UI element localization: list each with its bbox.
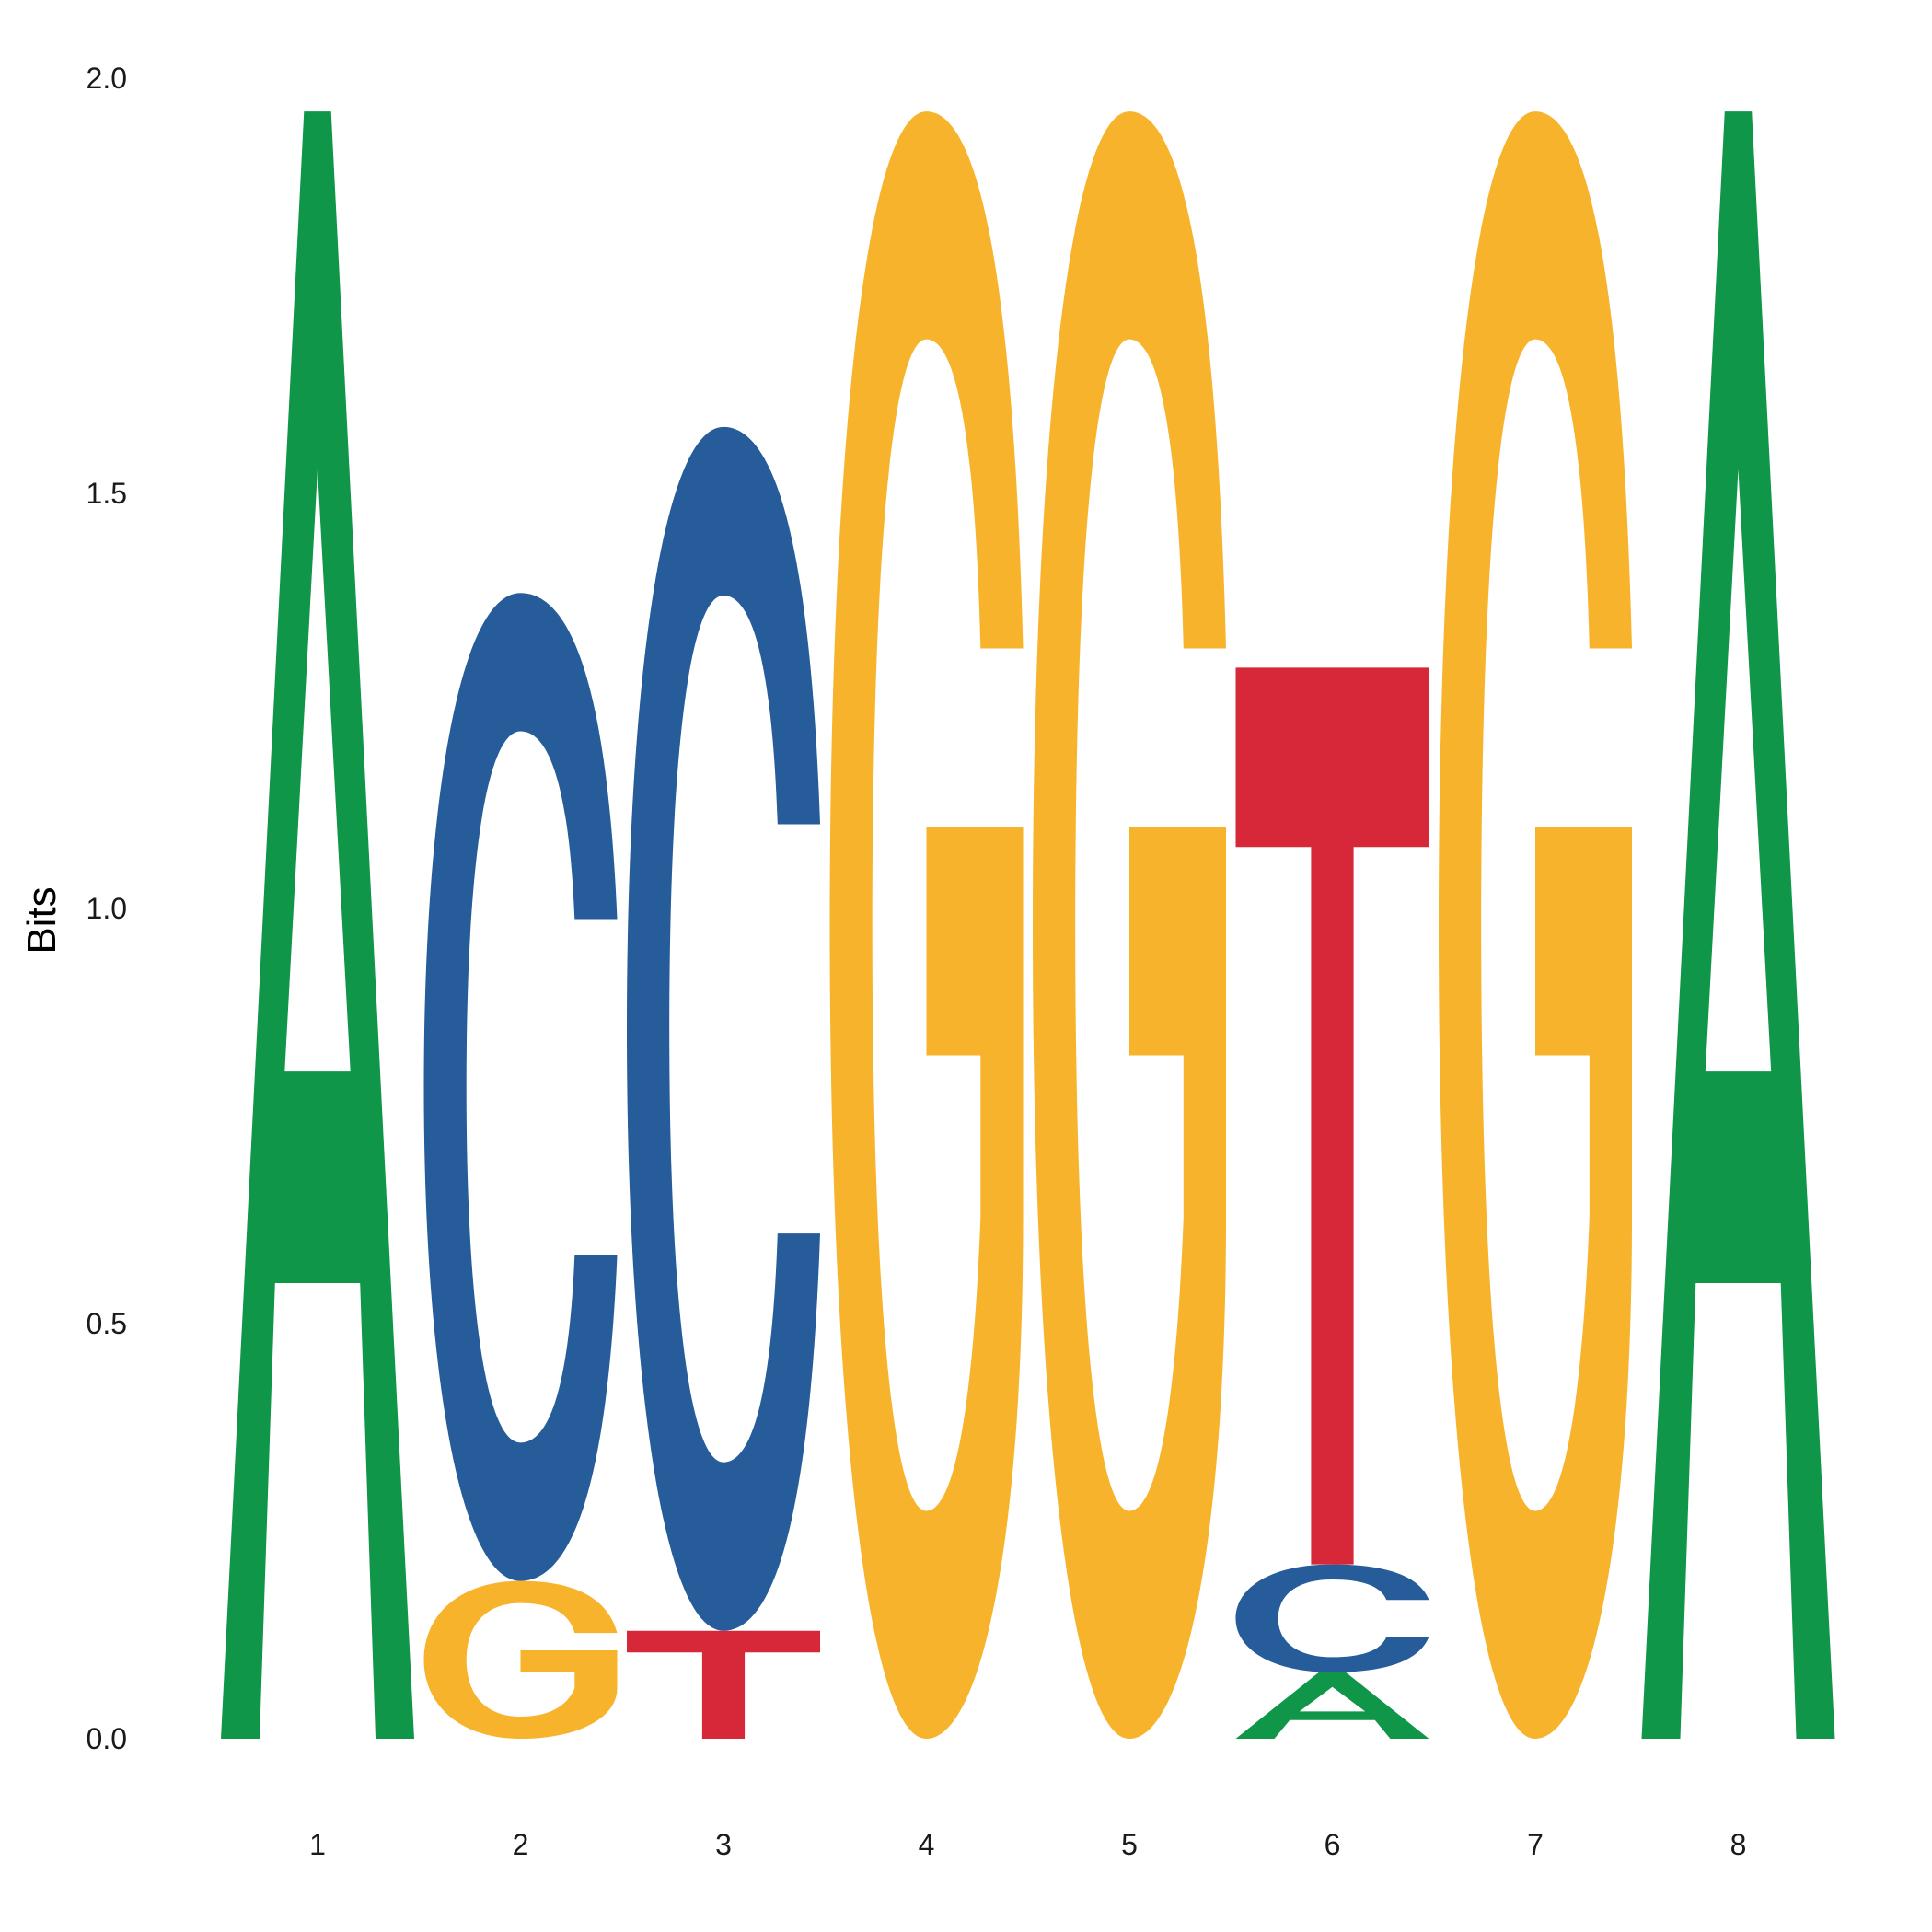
y-tick-label: 1.0 — [87, 892, 127, 925]
x-tick-label: 6 — [1325, 1828, 1341, 1861]
y-tick-label: 0.0 — [87, 1722, 127, 1755]
letter-C-pos3 — [627, 426, 820, 1631]
x-tick-label: 2 — [513, 1828, 529, 1861]
letter-G-pos2 — [423, 1580, 618, 1739]
letter-T-pos6 — [1235, 667, 1429, 1565]
letter-G-pos4 — [829, 111, 1024, 1739]
x-tick-label: 1 — [309, 1828, 326, 1861]
y-tick-label: 2.0 — [87, 62, 127, 95]
letter-A-pos8 — [1641, 111, 1835, 1739]
letter-G-pos5 — [1033, 111, 1226, 1739]
y-axis-ticks: 0.0 0.5 1.0 1.5 2.0 — [87, 62, 127, 1755]
letter-C-pos2 — [423, 593, 618, 1581]
letter-A-pos1 — [221, 111, 414, 1739]
letter-stacks — [221, 111, 1835, 1739]
x-tick-label: 7 — [1527, 1828, 1544, 1861]
letter-C-pos6 — [1235, 1564, 1429, 1672]
x-axis-ticks: 1 2 3 4 5 6 7 8 — [309, 1828, 1746, 1861]
x-tick-label: 8 — [1730, 1828, 1747, 1861]
x-tick-label: 5 — [1121, 1828, 1138, 1861]
letter-G-pos7 — [1439, 111, 1632, 1739]
y-tick-label: 0.5 — [87, 1307, 127, 1340]
y-tick-label: 1.5 — [87, 477, 127, 510]
y-axis-title: Bits — [19, 886, 64, 954]
letter-A-pos6 — [1235, 1672, 1429, 1739]
x-tick-label: 4 — [919, 1828, 935, 1861]
letter-T-pos3 — [627, 1630, 820, 1739]
x-tick-label: 3 — [715, 1828, 732, 1861]
